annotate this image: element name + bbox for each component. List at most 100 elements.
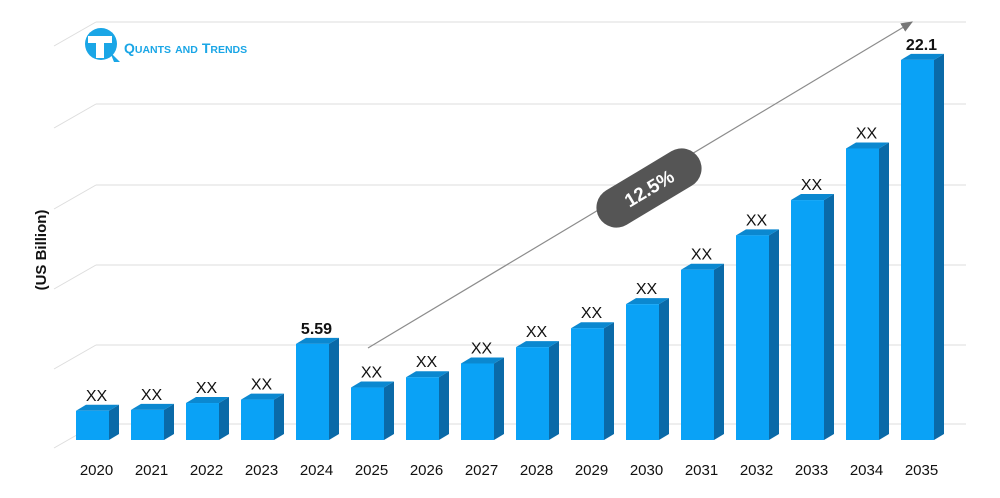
bar-top [571,322,614,329]
bar-2034 [846,142,889,440]
x-tick-label: 2034 [850,462,883,479]
bar-2024 [296,337,339,440]
data-label: XX [471,340,493,357]
bar-top [76,404,119,411]
bar-side [659,298,669,440]
bar-2030 [626,298,669,440]
bar-front [626,304,659,440]
bar-side [934,53,944,440]
data-label: XX [526,324,548,341]
bar-side [384,381,394,440]
bar-2021 [131,403,174,440]
bar-2022 [186,397,229,440]
data-label: XX [196,380,218,397]
gridline-diagonal [53,184,97,210]
bar-2028 [516,341,559,440]
data-label: XX [581,305,603,322]
bar-side [604,322,614,440]
bar-side [714,263,724,440]
data-label: 22.1 [906,37,937,54]
bar-2025 [351,381,394,440]
bar-side [439,371,449,440]
bar-front [571,328,604,440]
x-tick-label: 2033 [795,462,828,479]
bar-front [76,410,109,440]
data-label: XX [141,387,163,404]
x-tick-label: 2025 [355,462,388,479]
x-tick-label: 2031 [685,462,718,479]
bar-top [131,403,174,410]
x-tick-label: 2021 [135,462,168,479]
bar-front [901,59,934,440]
gridline-diagonal [53,344,97,370]
x-tick-label: 2029 [575,462,608,479]
bar-side [824,194,834,440]
quants-and-trends-logo: QUANTS AND TRENDS [85,28,247,62]
x-tick-label: 2030 [630,462,663,479]
x-tick-label: 2027 [465,462,498,479]
bar-top [791,194,834,201]
bar-top [626,298,669,305]
bar-front [461,363,494,440]
bar-top [186,397,229,404]
gridline-diagonal [53,103,97,129]
bar-top [736,229,779,236]
bar-top [296,337,339,344]
logo-text: QUANTS AND TRENDS [124,40,247,56]
x-tick-label: 2024 [300,462,333,479]
bar-front [791,200,824,440]
data-label: XX [801,177,823,194]
x-tick-label: 2026 [410,462,443,479]
x-tick-labels: 2020 2021 2022 2023 2024 2025 2026 2027 2028 2029… [80,462,938,479]
gridline-diagonal [53,264,97,290]
x-tick-label: 2035 [905,462,938,479]
bar-front [406,377,439,440]
bar-top [516,341,559,348]
data-labels: XX XX XX XX 5.59 XX XX XX XX XX XX XX XX XX XX 22.1 [86,37,937,405]
bar-top [461,357,504,364]
bar-side [329,337,339,440]
data-label: 5.59 [301,321,332,338]
data-label: XX [86,388,108,405]
bar-side [109,404,119,440]
bar-2032 [736,229,779,440]
data-label: XX [691,247,713,264]
bar-top [406,371,449,378]
x-tick-label: 2022 [190,462,223,479]
data-label: XX [636,281,658,298]
x-tick-label: 2028 [520,462,553,479]
bar-front [351,387,384,440]
bar-side [164,403,174,440]
bar-top [901,53,944,60]
bars [76,53,944,440]
x-tick-label: 2023 [245,462,278,479]
bar-side [879,142,889,440]
bar-2027 [461,357,504,440]
data-label: XX [856,125,878,142]
data-label: XX [416,354,438,371]
data-label: XX [361,365,383,382]
bar-top [351,381,394,388]
bar-2020 [76,404,119,440]
data-label: XX [251,377,273,394]
bar-front [296,343,329,440]
bar-front [186,403,219,440]
bar-2035 [901,53,944,440]
bar-2023 [241,393,284,440]
bar-front [681,269,714,440]
gridline-diagonal [53,21,97,47]
bar-top [846,142,889,149]
x-tick-label: 2020 [80,462,113,479]
bar-2031 [681,263,724,440]
bar-side [274,393,284,440]
bar-top [241,393,284,400]
bar-side [769,229,779,440]
bar-front [846,148,879,440]
bar-front [241,399,274,440]
bar-top [681,263,724,270]
data-label: XX [746,212,768,229]
cagr-badge: 12.5% [596,148,702,228]
bar-side [549,341,559,440]
logo-icon [85,28,120,62]
